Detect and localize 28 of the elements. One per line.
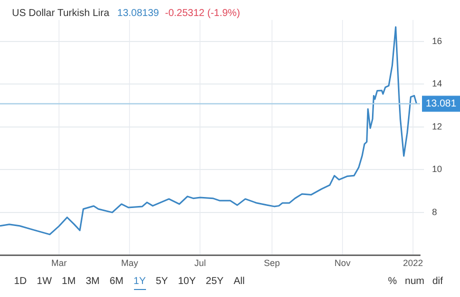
x-tick-label: May <box>121 258 139 268</box>
y-tick-label: 14 <box>432 78 442 89</box>
text: 5Y <box>156 276 168 289</box>
text: num <box>404 276 424 289</box>
y-tick-label: 10 <box>432 164 442 174</box>
x-tick-label: Nov <box>334 258 351 268</box>
text: 3M <box>86 276 100 289</box>
ref-line-label: 13.081 <box>426 98 457 110</box>
text: 1D <box>14 276 27 289</box>
text: 1Y <box>134 276 146 290</box>
x-tick-label: 2022 <box>403 258 424 268</box>
x-tick-label: Mar <box>51 258 67 268</box>
text: dif <box>432 276 443 289</box>
text: 1M <box>62 276 76 289</box>
y-tick-label: 16 <box>432 36 442 46</box>
text: 13.08139 <box>117 8 159 19</box>
y-tick-label: 8 <box>432 206 438 217</box>
text: -0.25312 (-1.9%) <box>164 8 240 19</box>
text: All <box>234 276 245 289</box>
x-tick-label: Jul <box>194 258 206 268</box>
text: 6M <box>110 276 124 289</box>
text: 10Y <box>178 276 196 289</box>
chart-title: US Dollar Turkish Lira <box>12 8 110 19</box>
text: 25Y <box>206 276 224 289</box>
x-tick-label: Sep <box>264 258 280 268</box>
y-tick-label: 12 <box>432 121 442 132</box>
text: % <box>388 276 397 289</box>
text: 1W <box>36 276 52 289</box>
